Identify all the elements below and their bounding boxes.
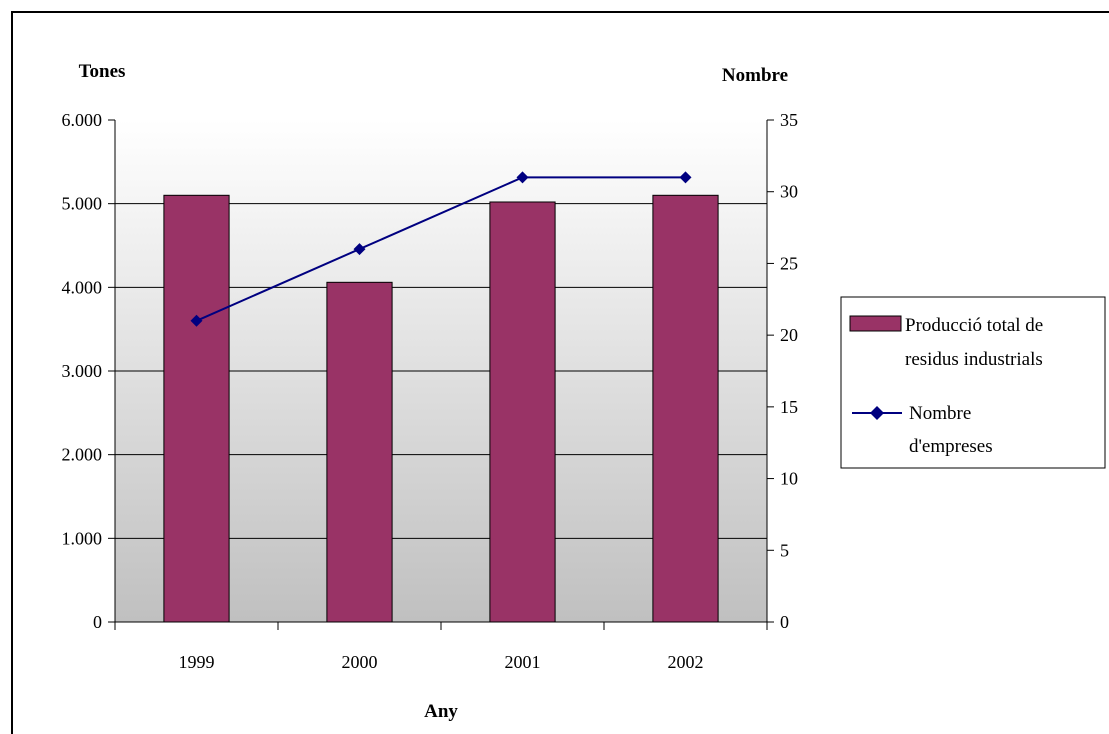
y2-tick-label: 30 (780, 182, 798, 202)
x-tick-label: 2001 (505, 652, 541, 672)
legend-label-bars-line-1: Producció total de (905, 315, 1043, 336)
line-point-marker (190, 314, 203, 327)
line-point-marker (679, 171, 692, 184)
y2-tick-label: 20 (780, 325, 798, 345)
x-tick-label: 1999 (179, 652, 215, 672)
y-tick-label: 3.000 (62, 361, 103, 381)
bar-series (163, 194, 719, 623)
y-tick-label: 6.000 (62, 110, 103, 130)
y-tick-label: 1.000 (62, 528, 103, 548)
legend-diamond-marker (870, 406, 884, 420)
axes: 0 1.000 2.000 3.000 4.000 5.000 6.000 0 5 10 15 20 2… (62, 110, 799, 672)
legend-label-bars-line-2: residus industrials (905, 349, 1043, 370)
y2-axis-title: Nombre (722, 65, 788, 86)
line-point-marker (516, 171, 529, 184)
legend-label-line-line-2: d'empreses (909, 436, 993, 457)
y2-tick-label: 15 (780, 397, 798, 417)
y-tick-label: 2.000 (62, 445, 103, 465)
bar (326, 281, 393, 623)
y2-tick-label: 35 (780, 110, 798, 130)
series-line (196, 176, 686, 322)
legend-bar-swatch (849, 315, 902, 332)
bar (652, 194, 719, 623)
bar (163, 194, 230, 623)
y-tick-label: 0 (93, 612, 102, 632)
legend-label-line-line-1: Nombre (909, 403, 971, 424)
bar (489, 201, 556, 623)
x-axis-title: Any (424, 701, 458, 722)
y2-tick-label: 10 (780, 469, 798, 489)
x-tick-label: 2002 (668, 652, 704, 672)
line-series (190, 171, 692, 327)
x-tick-label: 2000 (342, 652, 378, 672)
y2-tick-label: 0 (780, 612, 789, 632)
y-axis-title: Tones (79, 61, 126, 82)
line-point-marker (353, 243, 366, 256)
y-tick-label: 5.000 (62, 194, 103, 214)
y-tick-label: 4.000 (62, 277, 103, 297)
legend: Producció total de residus industrials N… (840, 296, 1106, 469)
y2-tick-label: 5 (780, 540, 789, 560)
y2-tick-label: 25 (780, 253, 798, 273)
